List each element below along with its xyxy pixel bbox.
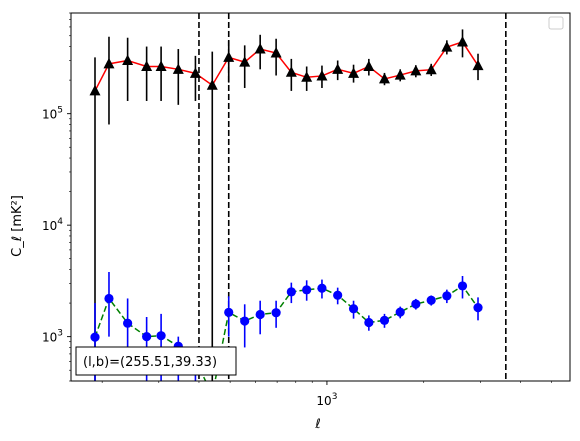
triangle-point-15	[332, 63, 344, 74]
y-axis-label: C_ℓ [mK²]	[10, 195, 25, 257]
circle-point-4	[156, 331, 166, 341]
axes-layer: 103 104 105 103	[42, 12, 571, 408]
circle-point-7	[208, 390, 217, 399]
triangle-point-11	[270, 47, 282, 58]
triangle-point-6	[189, 67, 201, 78]
y-tick-label: 104	[42, 217, 63, 233]
circle-point-22	[442, 291, 452, 301]
triangle-point-14	[316, 69, 328, 81]
triangle-point-5	[172, 63, 184, 74]
circle-point-10	[255, 309, 265, 320]
y-tick-label: 105	[42, 106, 63, 122]
circle-point-16	[348, 304, 359, 314]
circle-point-24	[473, 303, 483, 313]
y-tick-label: 103	[42, 329, 63, 345]
triangle-point-16	[348, 67, 360, 78]
triangle-point-18	[378, 72, 390, 84]
circle-point-21	[426, 295, 436, 305]
circle-point-13	[302, 285, 312, 295]
triangle-point-0	[89, 84, 101, 96]
triangle-point-7	[206, 79, 218, 90]
triangle-point-1	[103, 57, 115, 69]
annotation-box	[75, 346, 237, 376]
circle-point-3	[142, 332, 152, 342]
x-axis-label: ℓ	[314, 417, 320, 432]
circle-point-23	[457, 281, 468, 291]
triangle-point-12	[285, 66, 297, 77]
circle-point-8	[224, 307, 234, 317]
circle-point-2	[123, 318, 133, 328]
triangle-point-23	[457, 35, 469, 47]
legend-layer	[548, 16, 564, 30]
circle-point-17	[364, 317, 374, 328]
circle-point-14	[317, 283, 327, 293]
series-line-0	[94, 41, 479, 92]
plot-layer	[89, 13, 507, 399]
circle-point-15	[333, 290, 343, 300]
triangle-point-8	[223, 51, 235, 62]
triangle-point-19	[394, 69, 406, 80]
triangle-point-21	[425, 63, 437, 75]
triangle-point-13	[301, 71, 313, 82]
triangle-point-3	[141, 60, 153, 71]
triangle-point-17	[363, 60, 375, 71]
x-tick-label: 103	[316, 392, 337, 408]
circle-point-9	[240, 316, 250, 326]
triangle-point-4	[155, 60, 167, 71]
circle-point-1	[104, 293, 114, 304]
circle-point-19	[395, 307, 405, 317]
triangle-point-20	[410, 64, 422, 76]
triangle-point-9	[239, 56, 251, 67]
circle-point-11	[271, 308, 281, 318]
circle-point-18	[379, 315, 390, 325]
annotation-layer: (l,b)=(255.51,39.33)	[75, 346, 237, 376]
triangle-point-24	[472, 59, 484, 71]
triangle-point-2	[122, 54, 134, 65]
plot-frame	[70, 12, 571, 382]
annotation-text: (l,b)=(255.51,39.33)	[83, 355, 217, 370]
series-line-1	[94, 284, 479, 381]
legend-box	[548, 16, 564, 30]
circle-point-0	[90, 332, 100, 342]
triangle-point-10	[254, 43, 266, 54]
circle-point-12	[286, 287, 296, 297]
circle-point-20	[411, 299, 421, 309]
triangle-point-22	[441, 41, 453, 52]
